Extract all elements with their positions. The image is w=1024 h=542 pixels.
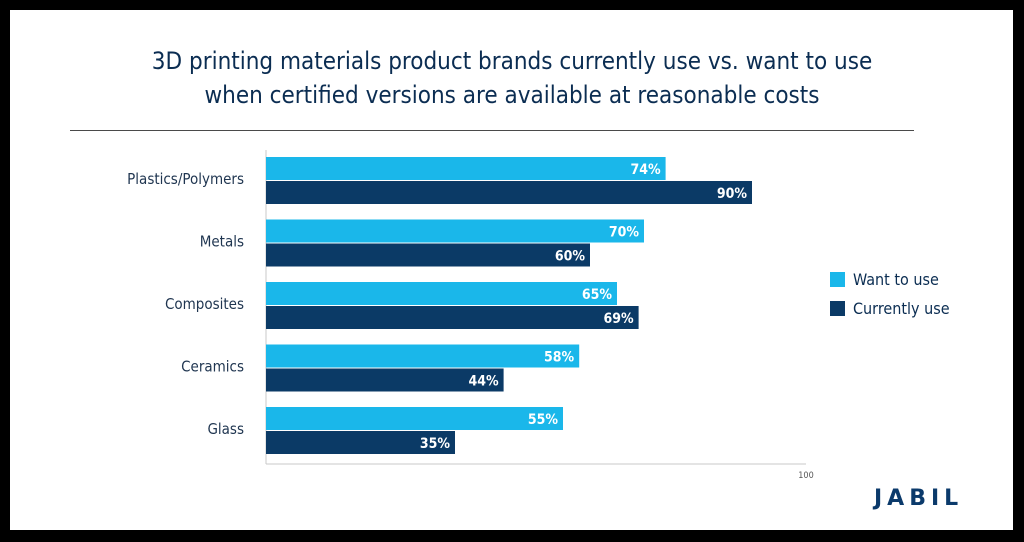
data-label-plastics-polymers-want-to-use: 74% — [630, 162, 661, 178]
category-label-ceramics: Ceramics — [181, 358, 244, 376]
title-divider — [70, 130, 914, 131]
data-label-composites-want-to-use: 65% — [582, 287, 613, 303]
chart-title-line-1: 3D printing materials product brands cur… — [151, 47, 873, 75]
bar-metals-currently-use — [266, 243, 590, 267]
bar-composites-want-to-use — [266, 282, 617, 305]
data-label-ceramics-want-to-use: 58% — [544, 350, 575, 366]
bar-composites-currently-use — [266, 306, 639, 329]
jabil-logo: JABIL — [874, 486, 964, 511]
category-label-metals: Metals — [200, 233, 244, 251]
data-label-composites-currently-use: 69% — [603, 311, 634, 327]
data-label-metals-currently-use: 60% — [555, 249, 586, 265]
data-label-plastics-polymers-currently-use: 90% — [717, 186, 748, 202]
legend-swatch-currently-use — [830, 300, 845, 316]
bar-ceramics-want-to-use — [266, 344, 580, 368]
legend: Want to use Currently use — [830, 268, 950, 326]
legend-label-currently-use: Currently use — [853, 298, 950, 318]
category-label-plastics-polymers: Plastics/Polymers — [127, 170, 244, 188]
chart-title: 3D printing materials product brands cur… — [0, 44, 1024, 112]
bar-plastics-polymers-want-to-use — [266, 157, 666, 180]
category-label-glass: Glass — [207, 420, 244, 438]
bar-glass-currently-use — [266, 431, 455, 454]
chart-frame — [10, 10, 1013, 530]
legend-item-want-to-use: Want to use — [830, 268, 950, 290]
x-tick-label: 100 — [798, 471, 813, 481]
legend-item-currently-use: Currently use — [830, 297, 950, 319]
bar-glass-want-to-use — [266, 407, 563, 430]
bar-ceramics-currently-use — [266, 368, 504, 392]
bar-metals-want-to-use — [266, 219, 644, 243]
chart-title-line-2: when certified versions are available at… — [204, 81, 820, 109]
data-label-glass-want-to-use: 55% — [528, 412, 559, 428]
data-label-ceramics-currently-use: 44% — [468, 374, 499, 390]
legend-swatch-want-to-use — [830, 271, 845, 287]
data-label-metals-want-to-use: 70% — [609, 225, 640, 241]
category-label-composites: Composites — [165, 295, 244, 313]
legend-label-want-to-use: Want to use — [853, 269, 939, 289]
bar-plastics-polymers-currently-use — [266, 181, 752, 204]
data-label-glass-currently-use: 35% — [420, 436, 451, 452]
